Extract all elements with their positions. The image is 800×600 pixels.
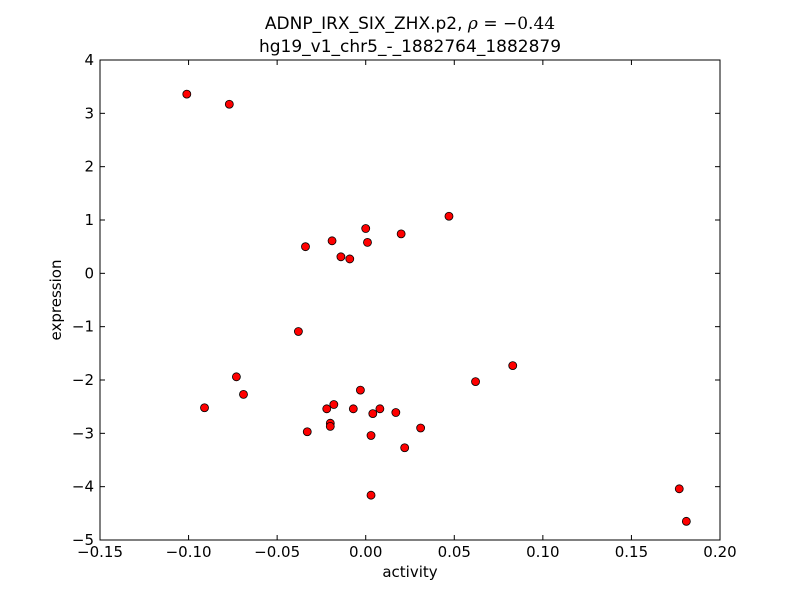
data-point <box>302 427 312 437</box>
y-tick-label: 2 <box>84 158 94 176</box>
data-point <box>325 421 335 431</box>
x-tick-label: 0.10 <box>526 543 559 561</box>
y-tick-label: −4 <box>72 478 94 496</box>
data-point <box>375 404 385 414</box>
data-point <box>355 385 365 395</box>
data-point <box>368 409 378 419</box>
chart-title-rho-symbol: ρ <box>467 14 478 34</box>
data-point <box>391 408 401 417</box>
y-tick-label: −1 <box>72 318 94 336</box>
data-point <box>345 254 355 264</box>
axis-ticks <box>99 59 721 541</box>
y-axis-label: expression <box>47 260 65 341</box>
data-point <box>361 224 371 233</box>
plot-area: −0.15 −0.10 −0.05 0.00 0.05 0.10 0.15 0.20 −5 −4 −… <box>72 51 737 561</box>
x-tick-label: 0.00 <box>349 543 382 561</box>
y-tick-label: 0 <box>84 264 94 282</box>
axes-frame <box>99 59 721 541</box>
chart-title-line-1: ADNP_IRX_SIX_ZHX.p2, ρ = −0.44 <box>265 14 555 34</box>
chart-title-line-2: hg19_v1_chr5_-_1882764_1882879 <box>259 37 561 57</box>
data-point <box>200 403 209 413</box>
y-tick-label: −3 <box>72 424 94 442</box>
y-tick-label: −2 <box>72 371 94 389</box>
x-tick-label: 0.15 <box>615 543 648 561</box>
data-point <box>681 516 691 526</box>
data-point <box>366 431 376 440</box>
axis-tick-labels: −0.15 −0.10 −0.05 0.00 0.05 0.10 0.15 0.20 −5 −4 −… <box>72 51 737 561</box>
y-tick-label: 4 <box>84 51 94 69</box>
x-tick-label: −0.05 <box>254 543 300 561</box>
chart-title-rho-value: = −0.44 <box>478 14 555 34</box>
data-point <box>363 237 372 247</box>
data-point <box>396 229 406 239</box>
x-tick-label: 0.20 <box>703 543 736 561</box>
data-point <box>322 404 332 414</box>
chart-title-prefix: ADNP_IRX_SIX_ZHX.p2, <box>265 14 468 34</box>
data-point <box>674 484 684 494</box>
data-point <box>293 327 303 336</box>
data-point <box>231 372 241 382</box>
y-tick-label: 3 <box>84 104 94 122</box>
data-point <box>444 211 454 221</box>
data-point <box>471 377 480 387</box>
data-point <box>182 89 192 99</box>
x-tick-label: −0.10 <box>166 543 212 561</box>
data-point <box>416 423 426 433</box>
y-tick-label: −5 <box>72 531 94 549</box>
x-tick-label: 0.05 <box>438 543 471 561</box>
data-point <box>336 252 346 262</box>
y-tick-label: 1 <box>84 211 94 229</box>
x-tick-label: −0.15 <box>77 543 123 561</box>
x-axis-label: activity <box>382 563 437 581</box>
data-point <box>327 236 337 246</box>
data-point <box>400 443 410 453</box>
data-point <box>508 361 518 371</box>
data-point <box>366 490 376 500</box>
data-point <box>348 404 358 414</box>
data-point <box>301 242 310 252</box>
data-point <box>239 389 248 399</box>
data-point <box>224 99 234 109</box>
data-points <box>182 89 691 526</box>
data-point <box>329 400 339 409</box>
